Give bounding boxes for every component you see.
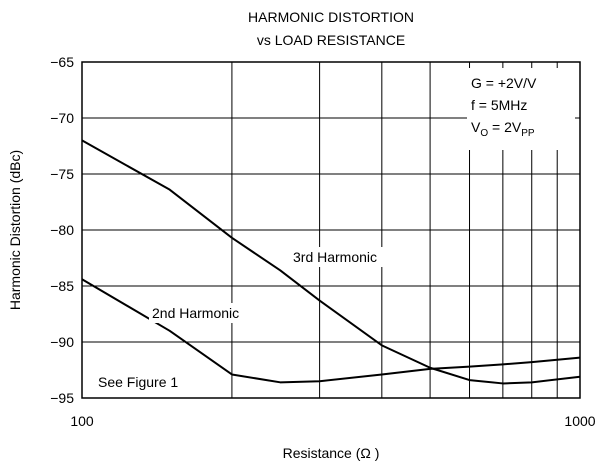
y-tick-label: −65 (50, 54, 74, 70)
y-axis-label: Harmonic Distortion (dBc) (7, 150, 23, 310)
y-tick-label: −80 (50, 222, 74, 238)
label-bg (290, 247, 412, 267)
subscript: PP (521, 128, 535, 139)
series-label: 3rd Harmonic (293, 249, 377, 265)
note: See Figure 1 (98, 374, 178, 390)
series-label: 2nd Harmonic (152, 305, 239, 321)
y-tick-label: −70 (50, 110, 74, 126)
x-axis-label: Resistance (Ω ) (283, 445, 380, 461)
label-bg (149, 303, 271, 323)
plot-frame (81, 61, 581, 399)
y-tick-label: −90 (50, 334, 74, 350)
subscript: O (480, 128, 488, 139)
chart-subtitle: vs LOAD RESISTANCE (257, 32, 405, 48)
y-tick-label: −85 (50, 278, 74, 294)
y-tick-label: −95 (50, 390, 74, 406)
condition-part: V (471, 119, 481, 135)
condition: f = 5MHz (471, 97, 527, 113)
condition-part: = 2V (488, 119, 522, 135)
y-tick-label: −75 (50, 166, 74, 182)
x-tick-label: 100 (70, 413, 94, 429)
line-series (81, 278, 581, 384)
conditions-bg (467, 68, 575, 150)
x-tick-label: 1000 (564, 413, 595, 429)
condition: VO = 2VPP (471, 119, 535, 139)
line-series (81, 139, 581, 385)
chart-title: HARMONIC DISTORTION (248, 9, 414, 25)
condition: G = +2V/V (471, 75, 537, 91)
